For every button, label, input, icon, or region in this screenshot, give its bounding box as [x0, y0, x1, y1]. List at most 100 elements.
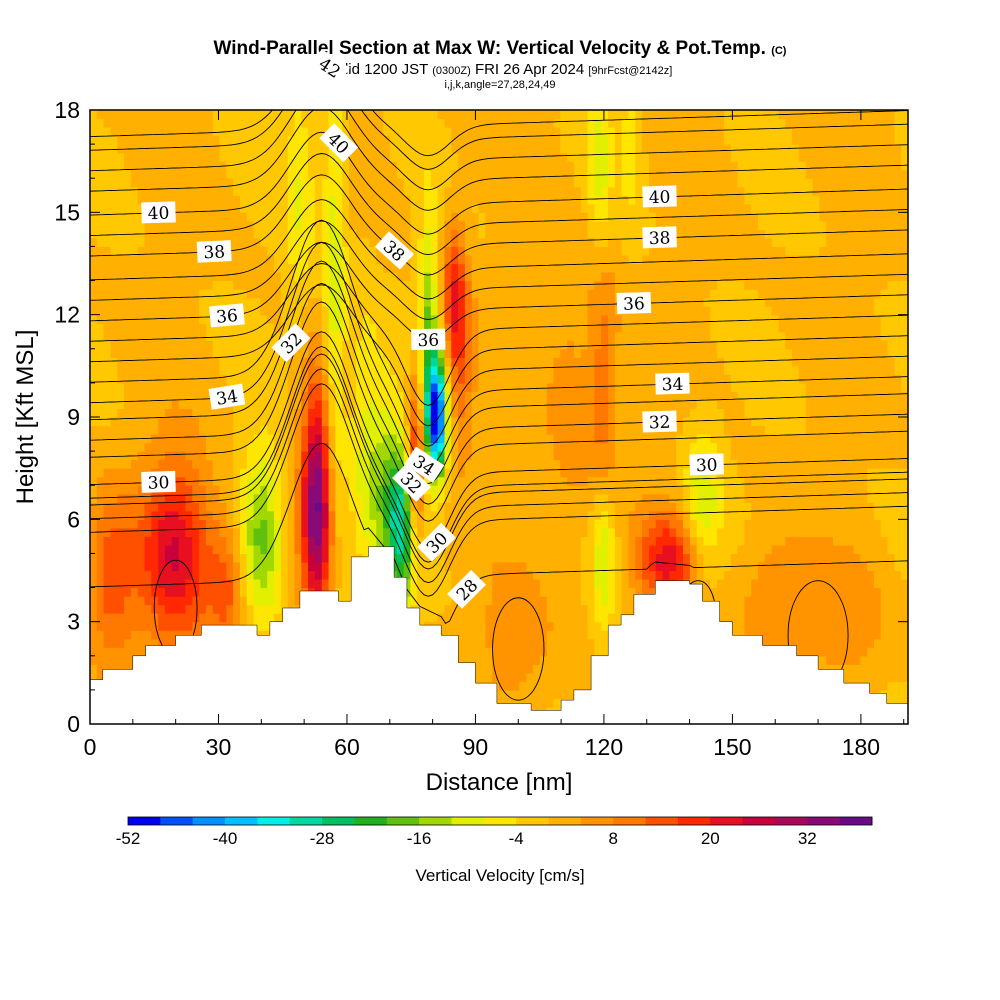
velocity-cell	[383, 203, 391, 213]
velocity-cell	[110, 587, 118, 597]
velocity-cell	[212, 135, 221, 145]
velocity-cell	[369, 135, 377, 145]
velocity-cell	[355, 493, 364, 503]
velocity-cell	[328, 485, 336, 495]
velocity-cell	[519, 135, 527, 145]
velocity-cell	[96, 212, 105, 222]
velocity-cell	[212, 502, 221, 512]
velocity-cell	[280, 502, 289, 512]
velocity-cell	[362, 272, 371, 282]
velocity-cell	[389, 263, 398, 273]
velocity-cell	[308, 553, 316, 563]
velocity-cell	[294, 374, 302, 384]
velocity-cell	[512, 348, 520, 358]
velocity-cell	[553, 110, 561, 120]
velocity-cell	[505, 425, 514, 435]
velocity-cell	[110, 178, 118, 188]
velocity-cell	[260, 562, 268, 572]
velocity-cell	[328, 417, 336, 427]
velocity-cell	[233, 280, 241, 290]
velocity-cell	[328, 425, 336, 435]
velocity-cell	[505, 647, 514, 657]
velocity-cell	[280, 272, 289, 282]
velocity-cell	[362, 399, 371, 409]
velocity-cell	[130, 237, 139, 247]
velocity-cell	[165, 127, 173, 137]
velocity-cell	[349, 493, 357, 503]
velocity-cell	[137, 152, 146, 162]
velocity-cell	[533, 689, 541, 699]
velocity-cell	[246, 314, 255, 324]
velocity-cell	[144, 527, 152, 537]
velocity-cell	[383, 314, 391, 324]
velocity-cell	[437, 468, 445, 478]
velocity-cell	[280, 229, 289, 239]
velocity-cell	[512, 434, 520, 444]
velocity-cell	[205, 152, 214, 162]
velocity-cell	[458, 562, 466, 572]
velocity-cell	[253, 161, 261, 171]
velocity-cell	[90, 144, 98, 154]
velocity-cell	[137, 212, 146, 222]
velocity-cell	[110, 203, 118, 213]
velocity-cell	[96, 118, 105, 128]
velocity-cell	[464, 638, 473, 648]
velocity-cell	[267, 451, 275, 461]
velocity-cell	[130, 485, 139, 495]
velocity-cell	[171, 613, 180, 623]
velocity-cell	[383, 255, 391, 265]
velocity-cell	[165, 186, 173, 196]
velocity-cell	[219, 468, 227, 478]
velocity-cell	[349, 263, 357, 273]
velocity-cell	[226, 212, 234, 222]
velocity-cell	[314, 382, 323, 392]
velocity-cell	[478, 127, 486, 137]
velocity-cell	[110, 161, 118, 171]
velocity-cell	[226, 468, 234, 478]
velocity-cell	[546, 553, 555, 563]
velocity-cell	[192, 331, 200, 341]
velocity-cell	[90, 613, 98, 623]
velocity-cell	[253, 127, 261, 137]
velocity-cell	[485, 272, 493, 282]
velocity-cell	[274, 579, 282, 589]
velocity-cell	[492, 127, 500, 137]
velocity-cell	[274, 493, 282, 503]
velocity-cell	[240, 263, 248, 273]
velocity-cell	[158, 237, 166, 247]
velocity-cell	[280, 374, 289, 384]
velocity-cell	[512, 391, 520, 401]
velocity-cell	[178, 434, 186, 444]
velocity-cell	[178, 621, 186, 631]
velocity-cell	[130, 280, 139, 290]
velocity-cell	[178, 442, 186, 452]
velocity-cell	[369, 434, 377, 444]
velocity-cell	[301, 562, 309, 572]
velocity-cell	[294, 408, 302, 418]
velocity-cell	[519, 468, 527, 478]
velocity-cell	[492, 306, 500, 316]
velocity-cell	[246, 297, 255, 307]
velocity-cell	[90, 229, 98, 239]
velocity-cell	[294, 272, 302, 282]
velocity-cell	[90, 169, 98, 179]
velocity-cell	[301, 195, 309, 205]
velocity-cell	[505, 604, 514, 614]
velocity-cell	[144, 161, 152, 171]
velocity-cell	[546, 621, 555, 631]
velocity-cell	[117, 553, 125, 563]
velocity-cell	[464, 613, 473, 623]
velocity-cell	[519, 306, 527, 316]
velocity-cell	[430, 135, 439, 145]
velocity-cell	[349, 195, 357, 205]
velocity-cell	[430, 357, 439, 367]
velocity-cell	[342, 596, 350, 606]
velocity-cell	[287, 229, 296, 239]
velocity-cell	[158, 638, 166, 648]
velocity-cell	[117, 169, 125, 179]
velocity-cell	[178, 468, 186, 478]
velocity-cell	[458, 340, 466, 350]
velocity-cell	[212, 579, 221, 589]
velocity-cell	[280, 195, 289, 205]
velocity-cell	[396, 314, 405, 324]
